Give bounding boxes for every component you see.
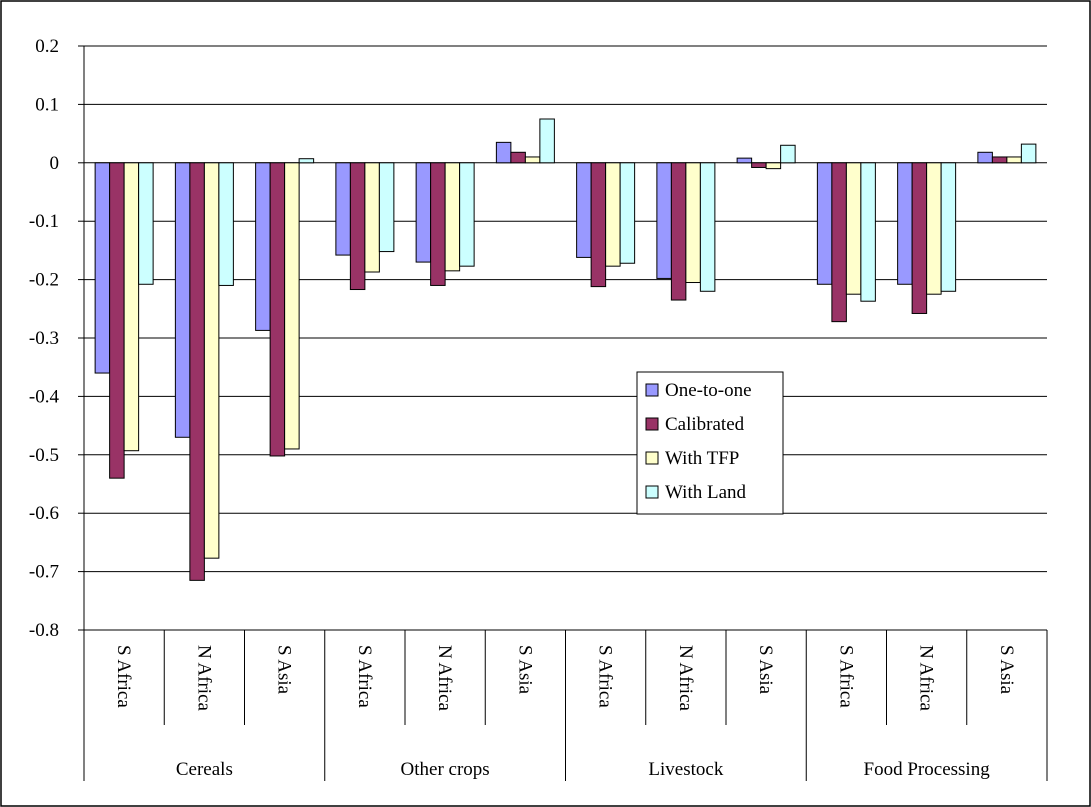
legend-swatch xyxy=(645,451,659,465)
labels: 0.2 0.1 0 -0.1 -0.2 -0.3 -0.4 -0.5 -0.6 -0.7 -0.8 S… xyxy=(29,36,1017,780)
bar xyxy=(524,156,541,164)
bar xyxy=(255,162,271,331)
bar xyxy=(926,162,942,295)
legend-label: With Land xyxy=(665,482,747,503)
legend-box xyxy=(636,371,784,515)
group-label: Other crops xyxy=(401,759,490,780)
bar xyxy=(831,162,847,323)
y-tick-label: -0.6 xyxy=(29,503,59,524)
bar xyxy=(751,162,767,168)
bar xyxy=(109,162,125,479)
legend-swatch xyxy=(645,417,659,431)
bar xyxy=(619,162,636,264)
bar xyxy=(576,162,592,258)
bar xyxy=(378,162,395,253)
bars xyxy=(94,118,1037,581)
bar xyxy=(123,162,140,452)
bar xyxy=(495,141,512,164)
group-label: Livestock xyxy=(648,759,723,780)
group-label: Food Processing xyxy=(864,759,991,780)
bar xyxy=(510,151,526,164)
category-label: N Africa xyxy=(434,645,455,712)
category-label: S Africa xyxy=(113,645,134,708)
bar xyxy=(736,157,753,164)
bar xyxy=(539,118,555,164)
category-label: S Asia xyxy=(514,645,535,695)
bar xyxy=(765,162,782,170)
bar xyxy=(860,162,876,302)
legend-swatch xyxy=(645,485,659,499)
legend-swatch xyxy=(645,383,659,397)
bar xyxy=(977,151,993,164)
category-label: S Asia xyxy=(755,645,776,695)
axes xyxy=(78,45,1048,781)
legend-label: Calibrated xyxy=(665,414,745,435)
y-tick-label: -0.3 xyxy=(29,328,59,349)
bar xyxy=(459,162,475,267)
category-label: S Africa xyxy=(354,645,375,708)
bar xyxy=(335,162,351,256)
group-label: Cereals xyxy=(176,759,233,780)
bar xyxy=(284,162,300,450)
category-label: S Asia xyxy=(274,645,295,695)
bar xyxy=(991,156,1008,164)
bar xyxy=(203,162,220,559)
bar xyxy=(816,162,833,285)
bar xyxy=(940,162,957,292)
y-tick-label: -0.2 xyxy=(29,270,59,291)
category-label: S Africa xyxy=(595,645,616,708)
category-label: N Africa xyxy=(916,645,937,712)
bar xyxy=(189,162,205,581)
y-tick-label: -0.5 xyxy=(29,445,59,466)
bar xyxy=(897,162,913,285)
bar xyxy=(415,162,432,263)
bar xyxy=(911,162,928,314)
bar xyxy=(174,162,191,438)
bar xyxy=(364,162,380,273)
bar xyxy=(430,162,446,286)
bar xyxy=(138,162,154,285)
bar xyxy=(845,162,862,295)
gridlines xyxy=(84,45,1047,631)
bar xyxy=(670,162,687,301)
bar xyxy=(685,162,701,284)
y-tick-label: -0.7 xyxy=(29,562,59,583)
bar xyxy=(699,162,716,292)
y-tick-label: -0.8 xyxy=(29,620,59,641)
legend: One-to-one Calibrated With TFP With Land xyxy=(636,371,784,515)
bar xyxy=(349,162,366,291)
bar xyxy=(1006,156,1022,164)
y-tick-label: -0.1 xyxy=(29,211,59,232)
bar xyxy=(444,162,461,272)
category-label: S Asia xyxy=(996,645,1017,695)
bar xyxy=(94,162,111,374)
bar xyxy=(1020,143,1037,164)
bar xyxy=(590,162,607,288)
bar xyxy=(269,162,286,457)
y-tick-label: -0.4 xyxy=(29,386,60,407)
legend-label: One-to-one xyxy=(665,380,752,401)
category-label: N Africa xyxy=(193,645,214,712)
bar xyxy=(298,158,315,164)
category-label: S Africa xyxy=(835,645,856,708)
bar xyxy=(218,162,234,286)
bar xyxy=(780,144,796,164)
y-tick-label: 0 xyxy=(50,153,60,174)
bar xyxy=(605,162,621,267)
legend-label: With TFP xyxy=(665,448,739,469)
y-tick-label: 0.2 xyxy=(35,36,59,57)
bar xyxy=(656,162,672,279)
y-tick-label: 0.1 xyxy=(35,94,59,115)
category-label: N Africa xyxy=(675,645,696,712)
